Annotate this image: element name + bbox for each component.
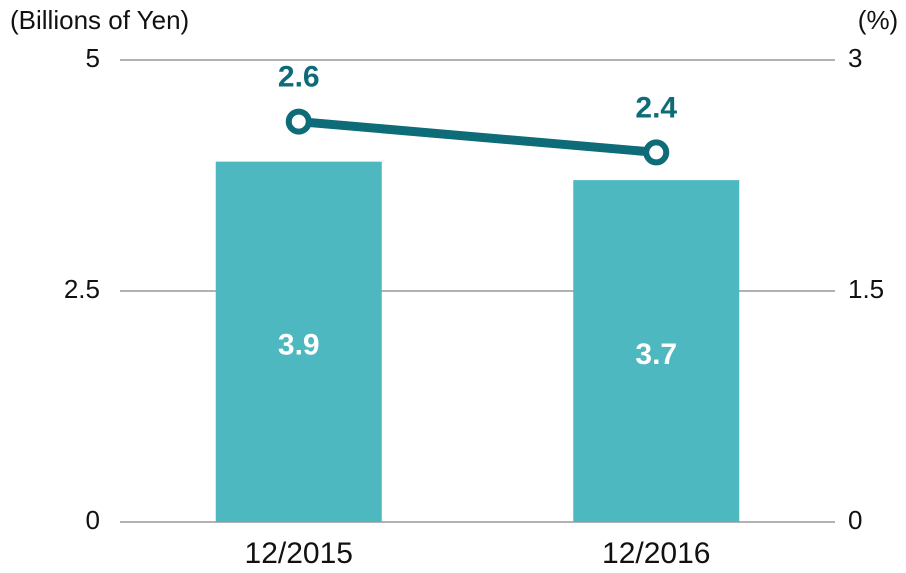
bar-value-label: 3.7 (635, 338, 677, 371)
x-tick-label: 12/2015 (245, 537, 353, 570)
bar (573, 180, 740, 522)
y-tick-label: 2.5 (64, 274, 100, 304)
line-marker (285, 108, 312, 135)
y2-axis-label: (%) (858, 5, 898, 35)
y-tick-label: 5 (86, 43, 100, 73)
y-axis-label: (Billions of Yen) (10, 5, 189, 35)
line-value-label: 2.4 (635, 91, 677, 124)
bar (215, 161, 382, 522)
line-value-label: 2.6 (278, 61, 320, 94)
x-tick-label: 12/2016 (602, 537, 710, 570)
y-tick-label: 0 (86, 505, 100, 535)
y2-tick-label: 1.5 (848, 274, 884, 304)
y2-tick-label: 0 (848, 505, 862, 535)
line-marker (643, 139, 670, 166)
line (298, 117, 657, 157)
y2-tick-label: 3 (848, 43, 862, 73)
bar-value-label: 3.9 (278, 329, 320, 362)
